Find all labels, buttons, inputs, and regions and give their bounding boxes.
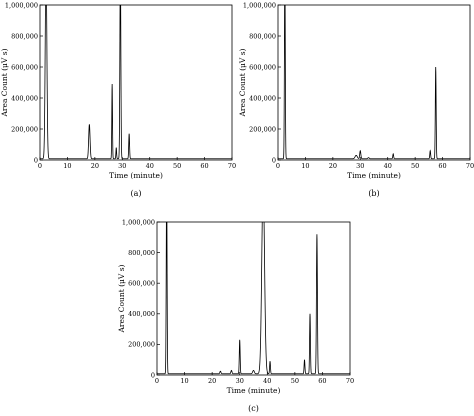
x-tick-label: 30 [236, 377, 244, 385]
x-axis-label: Time (minute) [347, 171, 401, 180]
x-tick-label: 20 [208, 377, 216, 385]
plot-frame [277, 4, 471, 161]
x-tick-label: 10 [180, 377, 188, 385]
y-tick-label: 600,000 [249, 63, 276, 71]
y-tick-label: 800,000 [249, 32, 276, 40]
y-axis-label: Area Count (μV s) [0, 48, 9, 117]
x-tick-label: 0 [276, 162, 280, 170]
panel-label: (c) [248, 404, 259, 413]
y-tick-label: 0 [34, 156, 38, 164]
y-axis-label: Area Count (μV s) [117, 264, 126, 333]
y-tick-label: 400,000 [11, 94, 38, 102]
x-tick-label: 20 [91, 162, 99, 170]
y-tick-label: 1,000,000 [5, 1, 38, 9]
x-tick-label: 40 [384, 162, 392, 170]
x-tick-label: 30 [118, 162, 126, 170]
x-tick-label: 40 [146, 162, 154, 170]
y-tick-label: 400,000 [249, 94, 276, 102]
plot-frame [156, 221, 351, 376]
x-tick-label: 60 [200, 162, 208, 170]
y-tick-label: 600,000 [11, 63, 38, 71]
x-tick-label: 10 [301, 162, 309, 170]
chromatogram-trace [40, 5, 232, 160]
x-tick-label: 0 [38, 162, 42, 170]
x-tick-label: 70 [228, 162, 236, 170]
y-tick-label: 800,000 [128, 249, 155, 257]
x-tick-label: 40 [263, 377, 271, 385]
chromatogram-trace [157, 222, 350, 375]
x-tick-label: 70 [346, 377, 354, 385]
y-tick-label: 400,000 [128, 310, 155, 318]
y-tick-label: 0 [272, 156, 276, 164]
y-axis-label: Area Count (μV s) [238, 48, 247, 117]
y-tick-label: 1,000,000 [243, 1, 276, 9]
x-tick-label: 70 [466, 162, 474, 170]
y-tick-label: 600,000 [128, 280, 155, 288]
y-tick-label: 1,000,000 [122, 218, 155, 226]
y-tick-label: 200,000 [11, 125, 38, 133]
x-tick-label: 0 [155, 377, 159, 385]
plot-frame [39, 4, 233, 161]
x-axis-label: Time (minute) [227, 386, 281, 395]
x-tick-label: 50 [411, 162, 419, 170]
x-tick-label: 50 [291, 377, 299, 385]
x-tick-label: 10 [63, 162, 71, 170]
x-tick-label: 50 [173, 162, 181, 170]
x-tick-label: 20 [329, 162, 337, 170]
x-axis-label: Time (minute) [109, 171, 163, 180]
y-tick-label: 0 [151, 371, 155, 379]
x-tick-label: 30 [356, 162, 364, 170]
x-tick-label: 60 [318, 377, 326, 385]
y-tick-label: 800,000 [11, 32, 38, 40]
panel-label: (b) [368, 189, 379, 198]
panel-label: (a) [130, 189, 141, 198]
y-tick-label: 200,000 [249, 125, 276, 133]
y-tick-label: 200,000 [128, 341, 155, 349]
chromatogram-trace [278, 5, 470, 160]
x-tick-label: 60 [438, 162, 446, 170]
